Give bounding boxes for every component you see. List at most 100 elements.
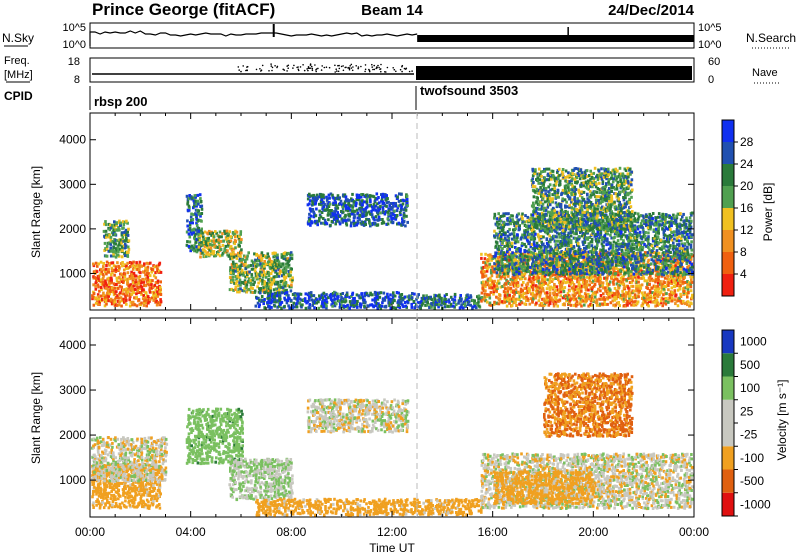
power-cell-2768 bbox=[529, 272, 532, 276]
power-cell-3121 bbox=[568, 277, 571, 281]
power-cell-898 bbox=[234, 235, 237, 239]
nave-dot-40 bbox=[373, 68, 376, 71]
power-cell-199 bbox=[120, 277, 124, 281]
power-cell-2387 bbox=[482, 260, 485, 264]
power-cell-784 bbox=[207, 246, 210, 250]
power-cell-1528 bbox=[344, 195, 348, 199]
power-cell-327 bbox=[139, 303, 142, 307]
power-cell-1023 bbox=[244, 281, 248, 285]
power-cell-3871 bbox=[657, 278, 660, 282]
power-cell-3044 bbox=[560, 284, 563, 288]
power-cell-2376 bbox=[480, 256, 483, 260]
power-cell-2305 bbox=[449, 302, 453, 306]
power-cell-3496 bbox=[612, 278, 616, 282]
power-cell-3384 bbox=[598, 254, 602, 258]
power-cell-4684 bbox=[549, 240, 552, 244]
power-cell-4551 bbox=[536, 271, 540, 275]
power-cell-3034 bbox=[558, 283, 562, 287]
power-cell-3754 bbox=[643, 279, 647, 283]
power-cell-2793 bbox=[532, 278, 536, 281]
power-cell-59 bbox=[100, 267, 103, 271]
power-cell-365 bbox=[144, 298, 148, 302]
power-cell-4657 bbox=[546, 257, 550, 261]
power-cell-578 bbox=[122, 244, 126, 248]
power-cell-3738 bbox=[640, 276, 643, 280]
power-cell-1145 bbox=[263, 260, 266, 263]
nave-dot-107 bbox=[405, 67, 408, 70]
power-cell-1294 bbox=[284, 281, 288, 284]
power-cell-1049 bbox=[247, 251, 250, 255]
power-cell-1826 bbox=[406, 201, 409, 205]
power-cell-3792 bbox=[647, 258, 650, 262]
power-cell-1570 bbox=[352, 203, 356, 207]
power-cell-816 bbox=[212, 235, 216, 239]
power-cell-1760 bbox=[392, 216, 395, 220]
power-cell-652 bbox=[192, 231, 195, 234]
nave-dot-94 bbox=[270, 63, 272, 65]
power-cell-2339 bbox=[467, 300, 471, 304]
power-cell-2159 bbox=[387, 295, 390, 299]
power-cell-1732 bbox=[385, 201, 389, 205]
power-cell-3791 bbox=[646, 260, 650, 264]
power-cell-144 bbox=[113, 290, 116, 294]
power-cell-1349 bbox=[308, 195, 311, 199]
power-cell-640 bbox=[190, 246, 193, 250]
beam-label: Beam 14 bbox=[361, 2, 423, 19]
power-cell-2059 bbox=[346, 303, 349, 307]
power-cell-2979 bbox=[553, 290, 557, 294]
power-cell-3356 bbox=[595, 303, 599, 307]
power-cell-3600 bbox=[623, 286, 626, 290]
power-cell-2873 bbox=[542, 304, 545, 308]
power-cell-3741 bbox=[641, 304, 644, 308]
power-cell-2628 bbox=[513, 291, 516, 295]
power-cell-3197 bbox=[577, 275, 581, 279]
power-cell-3017 bbox=[557, 290, 561, 294]
power-cell-2169 bbox=[391, 301, 394, 305]
power-cell-2456 bbox=[491, 256, 494, 260]
power-cell-4515 bbox=[532, 240, 536, 243]
power-cell-2430 bbox=[489, 303, 493, 307]
power-cell-737 bbox=[197, 248, 200, 252]
power-cell-3549 bbox=[618, 280, 621, 283]
power-cell-4340 bbox=[513, 258, 516, 262]
power-cell-1295 bbox=[284, 276, 288, 280]
power-cell-2050 bbox=[344, 305, 347, 308]
power-cell-2037 bbox=[339, 304, 342, 308]
power-cell-772 bbox=[204, 240, 208, 244]
power-cell-4418 bbox=[521, 212, 524, 216]
power-cell-3391 bbox=[599, 277, 603, 281]
power-cell-757 bbox=[201, 243, 204, 247]
power-cell-1199 bbox=[270, 266, 274, 270]
power-cell-1541 bbox=[347, 201, 351, 205]
power-cell-3889 bbox=[659, 299, 663, 303]
power-cell-940 bbox=[232, 288, 235, 292]
power-cell-4785 bbox=[560, 244, 564, 248]
power-cell-2607 bbox=[510, 304, 514, 307]
power-cell-4357 bbox=[515, 272, 518, 276]
power-cell-185 bbox=[118, 266, 121, 270]
power-cell-2940 bbox=[548, 302, 552, 306]
power-cell-232 bbox=[126, 290, 130, 294]
power-cell-3621 bbox=[626, 299, 629, 303]
power-cell-2352 bbox=[475, 301, 478, 305]
power-cell-4277 bbox=[506, 242, 509, 245]
power-cell-293 bbox=[135, 304, 139, 308]
power-cell-2301 bbox=[446, 304, 450, 308]
power-cell-776 bbox=[206, 243, 209, 247]
power-cell-2235 bbox=[420, 300, 423, 303]
power-cell-3701 bbox=[635, 302, 639, 306]
power-cell-108 bbox=[107, 276, 111, 280]
power-cell-1636 bbox=[365, 211, 369, 215]
power-cell-3528 bbox=[614, 262, 618, 266]
power-cell-2677 bbox=[518, 292, 521, 296]
power-cell-2355 bbox=[477, 297, 480, 301]
power-cell-1945 bbox=[298, 297, 302, 301]
power-cell-2394 bbox=[483, 283, 487, 287]
power-cell-1035 bbox=[245, 283, 249, 287]
power-cell-831 bbox=[218, 244, 221, 248]
power-cell-3986 bbox=[670, 276, 674, 280]
power-cell-1693 bbox=[376, 212, 380, 216]
power-cell-233 bbox=[127, 287, 130, 291]
power-cell-35 bbox=[96, 264, 99, 268]
power-cell-2052 bbox=[344, 298, 347, 301]
